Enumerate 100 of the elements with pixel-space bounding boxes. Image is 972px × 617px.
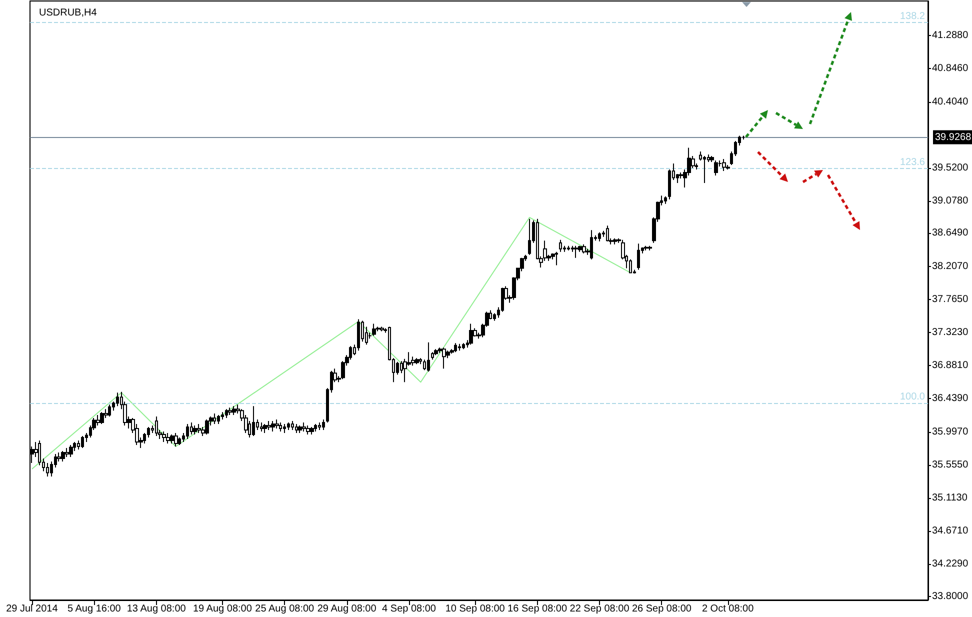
candlestick bbox=[710, 155, 714, 162]
candlestick bbox=[462, 342, 465, 350]
candlestick bbox=[217, 414, 220, 425]
candlestick bbox=[275, 419, 279, 430]
candlestick bbox=[431, 352, 434, 360]
candlestick bbox=[166, 432, 170, 444]
candlestick bbox=[314, 424, 317, 432]
candlestick bbox=[287, 422, 290, 431]
candlestick bbox=[703, 155, 706, 184]
text: USDRUB,H4 bbox=[39, 8, 98, 18]
y-tick-label: 38.6490 bbox=[932, 228, 969, 239]
candlestick bbox=[302, 422, 306, 432]
candlestick bbox=[283, 424, 286, 434]
candlestick bbox=[271, 420, 275, 432]
candlestick bbox=[174, 432, 178, 448]
y-tick-label: 39.5200 bbox=[932, 162, 969, 174]
candlestick bbox=[415, 358, 419, 365]
candlestick bbox=[108, 404, 111, 418]
y-tick-label: 37.7650 bbox=[932, 294, 969, 305]
candlestick bbox=[193, 425, 197, 436]
y-tick-label: 39.0780 bbox=[932, 196, 969, 207]
candlestick bbox=[322, 419, 325, 431]
y-tick-label: 34.6710 bbox=[932, 526, 969, 537]
candlestick bbox=[613, 238, 617, 245]
x-tick-label: 25 Aug 08:00 bbox=[255, 604, 315, 614]
candlestick bbox=[722, 158, 726, 172]
candlestick bbox=[178, 437, 181, 446]
candlestick bbox=[306, 425, 310, 436]
candlestick bbox=[637, 243, 640, 270]
y-tick-label: 36.4390 bbox=[932, 393, 969, 404]
y-tick-label: 35.5550 bbox=[932, 459, 969, 470]
candlestick bbox=[96, 414, 100, 426]
candlestick bbox=[228, 407, 232, 416]
candlestick bbox=[458, 343, 461, 352]
candlestick bbox=[380, 326, 384, 332]
candlestick bbox=[197, 424, 201, 434]
candlestick bbox=[528, 218, 531, 256]
candlestick bbox=[65, 448, 69, 458]
y-tick-label: 41.2880 bbox=[932, 30, 969, 42]
candlestick bbox=[116, 392, 119, 407]
x-tick-label: 13 Aug 08:00 bbox=[126, 604, 186, 614]
candlestick bbox=[298, 425, 302, 434]
candlestick bbox=[648, 245, 652, 251]
candlestick bbox=[170, 434, 174, 444]
candlestick bbox=[213, 413, 216, 425]
candlestick bbox=[252, 406, 255, 437]
ref-line-label: 39.9268 bbox=[935, 132, 972, 143]
candlestick bbox=[590, 230, 593, 260]
candlestick bbox=[567, 245, 570, 251]
y-tick-label: 40.8460 bbox=[932, 63, 969, 74]
x-tick-label: 26 Sep 08:00 bbox=[632, 604, 692, 614]
annotation: 100.0 bbox=[900, 392, 926, 403]
candlestick bbox=[411, 356, 415, 366]
candlestick bbox=[295, 424, 298, 434]
candlestick bbox=[442, 347, 446, 370]
y-tick-label: 40.4040 bbox=[932, 96, 969, 108]
candlestick bbox=[644, 245, 648, 251]
candlestick bbox=[186, 424, 189, 440]
y-tick-label: 35.1130 bbox=[932, 492, 968, 504]
candlestick bbox=[559, 239, 562, 252]
candlestick bbox=[100, 412, 104, 425]
candlestick bbox=[372, 323, 376, 336]
candlestick bbox=[598, 232, 601, 242]
candlestick bbox=[77, 440, 80, 450]
candlestick bbox=[267, 420, 271, 431]
y-tick-label: 37.3230 bbox=[932, 326, 969, 338]
y-tick-label: 38.2070 bbox=[932, 260, 969, 272]
x-tick-label: 29 Aug 08:00 bbox=[317, 604, 377, 614]
y-tick-label: 34.2290 bbox=[932, 558, 969, 570]
candlestick bbox=[714, 160, 718, 176]
candlestick bbox=[427, 342, 430, 372]
candlestick bbox=[81, 436, 84, 449]
candlestick bbox=[606, 225, 609, 242]
candlestick bbox=[469, 323, 473, 346]
x-tick-label: 10 Sep 08:00 bbox=[445, 604, 506, 614]
x-tick-label: 2 Oct 08:00 bbox=[702, 604, 754, 614]
candlestick bbox=[574, 245, 578, 258]
candlestick bbox=[357, 318, 360, 352]
candlestick bbox=[162, 431, 166, 443]
candlestick bbox=[155, 416, 158, 437]
x-tick-label: 22 Sep 08:00 bbox=[570, 604, 630, 614]
candlestick bbox=[318, 422, 321, 431]
candlestick bbox=[69, 444, 73, 458]
candlestick bbox=[221, 412, 224, 420]
annotation: 123.6 bbox=[900, 157, 926, 168]
x-tick-label: 16 Sep 08:00 bbox=[508, 604, 568, 614]
x-tick-label: 5 Aug 16:00 bbox=[67, 604, 122, 614]
candlestick bbox=[454, 342, 457, 353]
x-tick-label: 4 Sep 08:00 bbox=[382, 604, 436, 614]
candlestick bbox=[291, 420, 294, 431]
candlestick bbox=[61, 450, 65, 462]
candlestick bbox=[555, 251, 558, 266]
y-tick-label: 35.9970 bbox=[932, 426, 969, 438]
y-tick-label: 33.8000 bbox=[932, 590, 969, 602]
candlestick bbox=[46, 462, 49, 477]
candlestick bbox=[279, 422, 282, 432]
candlestick bbox=[664, 196, 667, 204]
candlestick bbox=[225, 408, 228, 419]
candlestick bbox=[376, 326, 380, 332]
candlestick bbox=[190, 422, 193, 436]
